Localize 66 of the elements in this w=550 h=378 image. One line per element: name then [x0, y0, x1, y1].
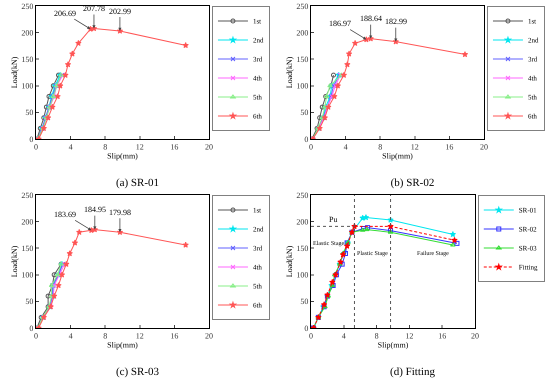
- y-axis-title: Load(kN): [10, 245, 20, 278]
- x-tick-label: 20: [205, 332, 213, 341]
- annotation: 182.99: [385, 17, 407, 26]
- y-axis-title: Load(kN): [285, 245, 294, 278]
- x-tick-label: 4: [342, 332, 346, 341]
- y-tick-label: 100: [296, 82, 308, 91]
- x-tick-label: 16: [170, 332, 178, 341]
- text: (c) SR-03: [116, 366, 160, 378]
- x-tick-label: 12: [136, 142, 144, 152]
- y-tick-label: 0: [304, 324, 308, 333]
- x-tick-label: 12: [136, 332, 144, 341]
- x-tick-label: 4: [68, 142, 73, 152]
- annotation: 184.95: [84, 205, 106, 214]
- x-tick-label: 20: [205, 142, 213, 152]
- y-tick-label: 50: [25, 108, 34, 118]
- annotation: 186.97: [329, 19, 351, 28]
- text: (a) SR-01: [116, 177, 160, 190]
- x-tick-label: 16: [445, 142, 454, 152]
- y-tick-label: 0: [29, 134, 34, 144]
- x-tick-label: 20: [480, 142, 488, 152]
- x-tick-label: 4: [344, 142, 348, 152]
- y-tick-label: 150: [21, 55, 34, 64]
- annotation: 183.69: [54, 210, 76, 219]
- y-tick-label: 100: [21, 270, 34, 280]
- y-tick-label: 0: [304, 134, 308, 144]
- y-tick-label: 50: [300, 108, 308, 118]
- y-axis-title: Load(kN): [285, 56, 294, 88]
- x-axis-title: Slip(mm): [378, 340, 409, 350]
- y-tick-label: 200: [296, 217, 308, 226]
- x-tick-label: 8: [374, 332, 379, 341]
- x-tick-label: 20: [471, 332, 479, 341]
- y-tick-label: 50: [300, 297, 308, 306]
- y-tick-label: 150: [21, 244, 34, 253]
- annotation: 206.69: [54, 9, 76, 18]
- x-tick-label: 12: [405, 332, 414, 341]
- x-tick-label: 8: [103, 332, 108, 341]
- y-tick-label: 100: [296, 270, 308, 280]
- y-tick-label: 150: [296, 55, 308, 64]
- annotation: 202.99: [109, 7, 131, 16]
- annotation: 207.78: [83, 4, 105, 13]
- y-tick-label: 250: [296, 190, 308, 200]
- x-tick-label: 12: [410, 142, 419, 152]
- x-tick-label: 16: [438, 332, 446, 341]
- text: (d) Fitting: [390, 366, 436, 378]
- x-axis-title: Slip(mm): [107, 152, 138, 161]
- y-tick-label: 50: [25, 297, 34, 306]
- x-tick-label: 8: [378, 142, 382, 152]
- x-tick-label: 8: [103, 142, 108, 152]
- y-tick-label: 200: [21, 28, 34, 38]
- y-tick-label: 250: [21, 2, 34, 11]
- x-axis-title: Slip(mm): [382, 152, 414, 161]
- y-tick-label: 100: [21, 82, 34, 91]
- y-tick-label: 200: [296, 28, 308, 38]
- y-tick-label: 250: [296, 2, 308, 11]
- y-tick-label: 0: [29, 324, 34, 333]
- y-tick-label: 150: [296, 244, 308, 253]
- annotation: 188.64: [360, 14, 382, 23]
- x-axis-title: Slip(mm): [107, 340, 138, 350]
- x-tick-label: 16: [170, 142, 178, 152]
- y-tick-label: 200: [21, 217, 34, 226]
- x-tick-label: 4: [68, 332, 73, 341]
- annotation: 179.98: [109, 208, 131, 217]
- y-tick-label: 250: [21, 190, 34, 200]
- y-axis-title: Load(kN): [10, 56, 20, 88]
- ref-line-label: Pu: [329, 215, 338, 224]
- text: (b) SR-02: [390, 177, 434, 190]
